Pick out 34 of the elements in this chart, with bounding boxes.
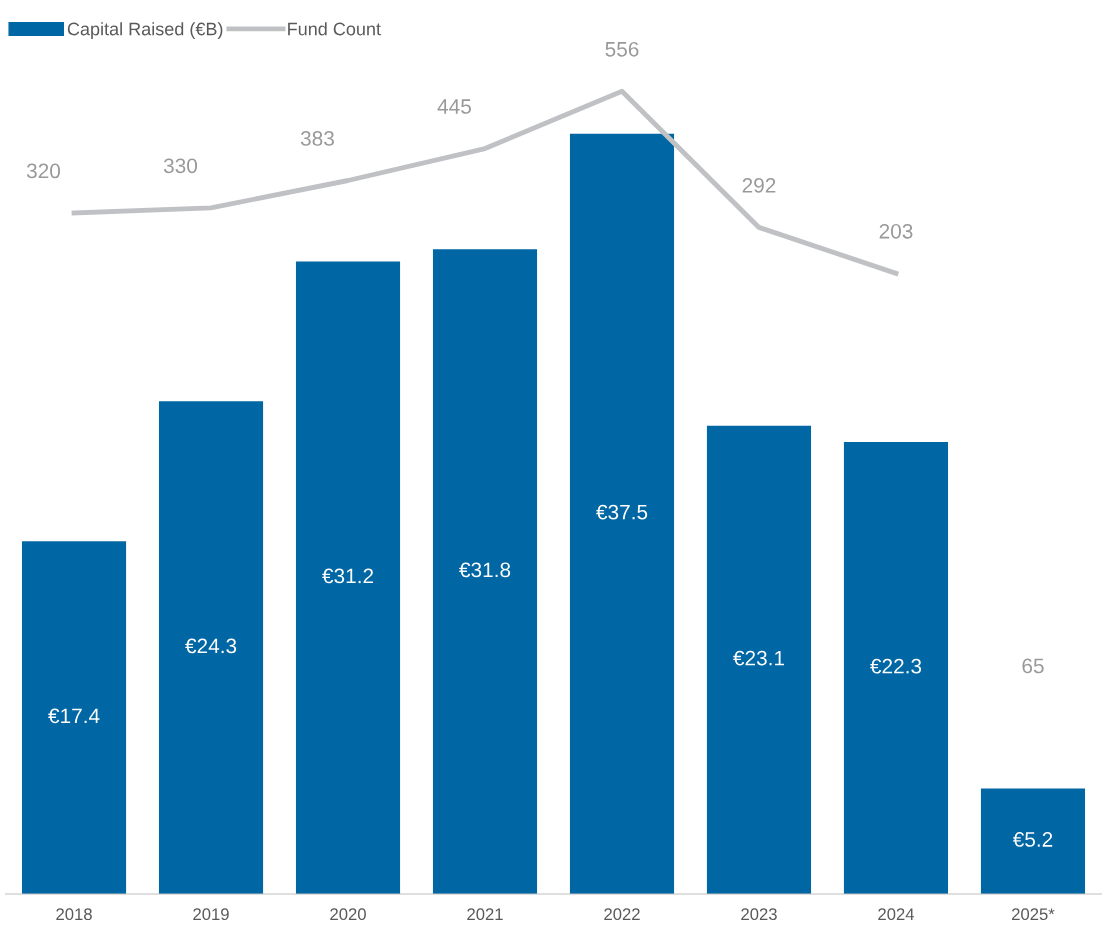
bar: [706, 425, 812, 894]
data-label: 203: [879, 223, 913, 239]
x-tick-label: 2018: [56, 908, 92, 921]
text: 65: [1022, 658, 1044, 674]
x-tick-label: 2024: [878, 908, 915, 921]
legend-label: Fund Count: [288, 22, 381, 36]
bar: [569, 133, 675, 894]
data-label: 383: [300, 131, 334, 146]
data-label: 292: [742, 177, 776, 193]
bar: [21, 541, 127, 894]
data-label: 330: [163, 158, 198, 174]
x-tick-label: 2025*: [1012, 908, 1055, 921]
data-label: 556: [605, 41, 639, 57]
bar: [158, 401, 264, 894]
legend-label: Capital Raised (€B): [67, 22, 223, 39]
bar: [432, 249, 538, 894]
x-tick-label: 2022: [604, 908, 640, 921]
x-tick-label: 2019: [193, 908, 229, 921]
data-label: €23.1: [733, 650, 785, 666]
data-label: €37.5: [596, 504, 648, 520]
x-tick-label: 2021: [467, 908, 503, 921]
data-label: €24.3: [185, 638, 237, 654]
data-label: 320: [26, 163, 61, 179]
bar: [980, 788, 1086, 894]
x-tick-label: 2023: [741, 908, 777, 921]
bar: [843, 441, 949, 894]
data-label: €31.2: [322, 568, 374, 584]
data-label: €31.8: [459, 562, 511, 578]
data-label: €22.3: [870, 658, 922, 674]
bar: [295, 261, 401, 894]
x-tick-label: 2020: [330, 908, 366, 921]
data-label: €5.2: [1012, 832, 1053, 847]
data-label: 445: [437, 99, 471, 114]
data-label: €17.4: [48, 708, 100, 724]
